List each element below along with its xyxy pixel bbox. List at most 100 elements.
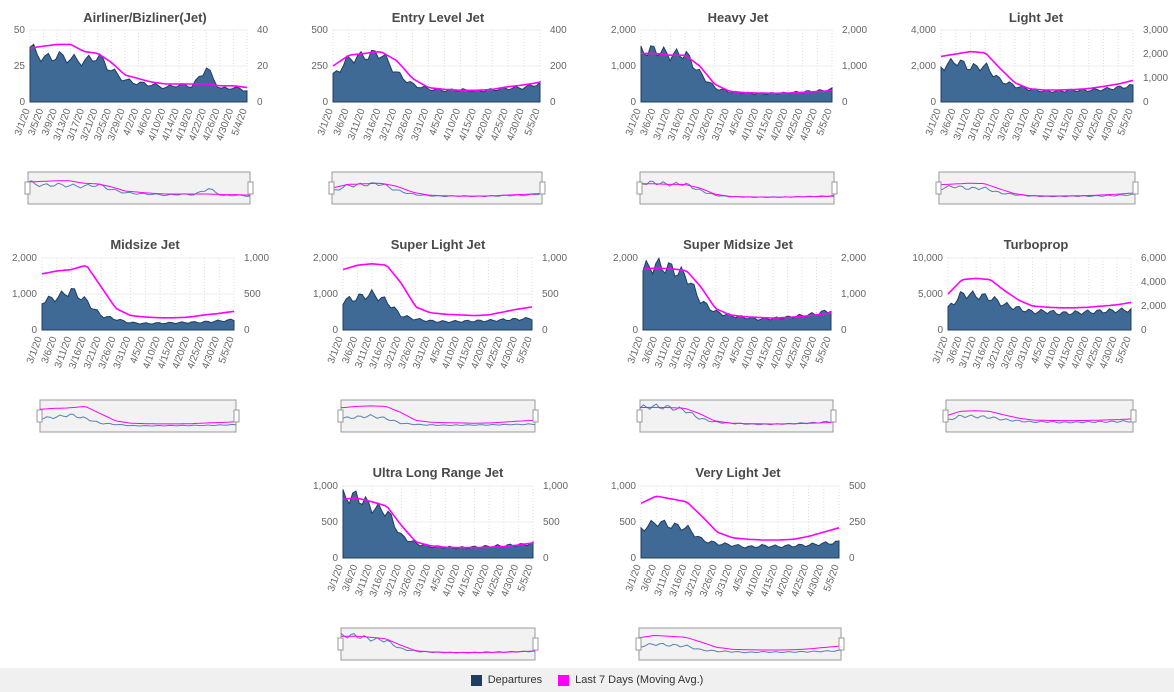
chart-title: Turboprop [1004,237,1069,252]
y-tick-label-right: 500 [849,481,866,492]
y-tick-label-left: 0 [632,325,638,336]
chart-title: Airliner/Bizliner(Jet) [83,10,207,25]
y-tick-label-left: 500 [321,517,338,528]
navigator-handle-right[interactable] [830,409,837,423]
departures-area [332,49,541,103]
departures-swatch [470,674,482,686]
navigator [39,399,237,433]
navigator-handle-left[interactable] [328,181,335,195]
departures-area [640,45,833,103]
y-tick-label-right: 0 [543,553,549,564]
departures-area [640,519,840,559]
navigator-handle-left[interactable] [935,181,942,195]
departures-area [342,489,534,559]
departures-area [342,288,533,331]
navigator-handle-right[interactable] [838,637,845,651]
navigator-handle-right[interactable] [247,181,254,195]
legend-departures-label: Departures [487,674,543,686]
legend-item-departures[interactable]: Departures [470,674,543,686]
y-tick-label-left: 1,000 [611,61,636,72]
chart-panel: Midsize Jet01,0002,00005001,0003/1/203/6… [12,237,269,433]
navigator-handle-left[interactable] [942,409,949,423]
navigator-handle-right[interactable] [539,181,546,195]
navigator-moving-avg-line [27,180,251,196]
chart-title: Very Light Jet [695,465,781,480]
y-tick-label-left: 2,000 [613,253,638,264]
navigator-handle-left[interactable] [337,409,344,423]
y-tick-label-left: 0 [630,97,636,108]
y-tick-label-left: 0 [930,97,936,108]
y-tick-label-left: 1,000 [313,289,338,300]
y-tick-label-right: 2,000 [1143,49,1168,60]
y-tick-label-right: 0 [841,325,847,336]
navigator [938,171,1136,205]
moving-avg-line [640,495,840,541]
navigator-moving-avg-line [341,635,536,653]
y-tick-label-left: 1,000 [313,481,338,492]
navigator-handle-right[interactable] [233,409,240,423]
navigator-moving-avg-line [639,406,834,425]
y-tick-label-left: 0 [19,97,25,108]
y-tick-label-right: 1,000 [542,253,567,264]
navigator-handle-left[interactable] [337,637,344,651]
moving-avg-line [29,43,248,89]
y-tick-label-left: 4,000 [911,25,936,36]
y-tick-label-left: 0 [31,325,37,336]
navigator-departures-line [39,413,237,427]
y-tick-label-left: 250 [311,61,328,72]
legend-item-moving-avg[interactable]: Last 7 Days (Moving Avg.) [558,674,703,686]
y-tick-label-right: 1,000 [841,289,866,300]
chart-title: Light Jet [1009,10,1064,25]
y-tick-label-left: 0 [322,97,328,108]
navigator-departures-line [945,414,1134,424]
moving-avg-line [342,262,533,317]
y-tick-label-right: 0 [842,97,848,108]
navigator-handle-left[interactable] [36,409,43,423]
y-tick-label-right: 20 [257,61,269,72]
y-tick-label-left: 500 [311,25,328,36]
navigator-handle-left[interactable] [636,181,643,195]
y-tick-label-right: 0 [849,553,855,564]
chart-panel: Turboprop05,00010,00002,0004,0006,0003/1… [912,237,1166,433]
y-tick-label-left: 0 [332,325,338,336]
navigator-handle-left[interactable] [24,181,31,195]
navigator [639,399,834,433]
navigator-handle-right[interactable] [831,181,838,195]
chart-panel: Heavy Jet01,0002,00001,0002,0003/1/203/6… [611,10,867,205]
navigator-departures-line [27,180,251,197]
y-tick-label-right: 0 [542,325,548,336]
navigator [638,627,842,661]
moving-avg-line [947,277,1132,309]
departures-area [41,287,235,331]
navigator [639,171,835,205]
chart-panel: Super Light Jet01,0002,00005001,0003/1/2… [313,237,567,433]
chart-panel: Airliner/Bizliner(Jet)02550020403/1/203/… [13,10,269,205]
y-tick-label-right: 0 [244,325,250,336]
y-tick-label-left: 2,000 [911,61,936,72]
navigator-moving-avg-line [938,182,1136,197]
navigator-handle-right[interactable] [532,409,539,423]
y-tick-label-right: 40 [257,25,269,36]
y-tick-label-right: 200 [550,61,567,72]
departures-area [940,57,1134,103]
y-tick-label-left: 1,000 [611,481,636,492]
navigator-handle-left[interactable] [635,637,642,651]
chart-title: Midsize Jet [110,237,180,252]
navigator-moving-avg-line [331,182,543,197]
y-tick-label-left: 10,000 [912,253,943,264]
y-tick-label-left: 2,000 [313,253,338,264]
navigator-handle-right[interactable] [532,637,539,651]
y-tick-label-right: 2,000 [841,253,866,264]
navigator-handle-right[interactable] [1130,409,1137,423]
navigator-departures-line [638,642,842,654]
navigator-handle-right[interactable] [1132,181,1139,195]
moving-avg-line [342,497,534,549]
chart-panel: Entry Level Jet025050002004003/1/203/6/2… [311,10,567,205]
moving-avg-swatch [558,674,570,686]
y-tick-label-right: 2,000 [842,25,867,36]
y-tick-label-left: 500 [619,517,636,528]
navigator-handle-left[interactable] [636,409,643,423]
moving-avg-line [642,267,832,319]
navigator [331,171,543,205]
